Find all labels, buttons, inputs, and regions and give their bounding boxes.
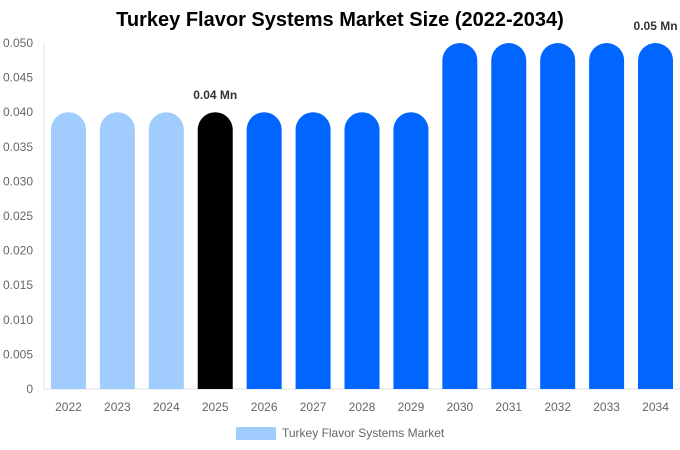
bar-2023[interactable] (99, 112, 135, 389)
x-tick-label: 2025 (202, 400, 229, 414)
data-label: 0.05 Mn (634, 19, 678, 33)
y-tick-label: 0.025 (3, 209, 33, 223)
legend-swatch[interactable] (236, 427, 276, 440)
bar-2032[interactable] (540, 43, 576, 389)
y-tick-label: 0.015 (3, 278, 33, 292)
x-tick-label: 2030 (446, 400, 473, 414)
bar-2028[interactable] (344, 112, 380, 389)
x-tick-label: 2028 (349, 400, 376, 414)
x-tick-label: 2032 (544, 400, 571, 414)
x-tick-label: 2034 (642, 400, 669, 414)
bar-2025[interactable] (197, 112, 233, 389)
y-tick-label: 0 (26, 382, 33, 396)
bar-2027[interactable] (295, 112, 331, 389)
bar-2022[interactable] (50, 112, 86, 389)
bar-2026[interactable] (246, 112, 282, 389)
x-tick-label: 2026 (251, 400, 278, 414)
y-tick-label: 0.010 (3, 313, 33, 327)
y-tick-label: 0.050 (3, 36, 33, 50)
x-tick-label: 2023 (104, 400, 131, 414)
y-tick-label: 0.005 (3, 347, 33, 361)
x-tick-label: 2029 (398, 400, 425, 414)
y-tick-label: 0.040 (3, 105, 33, 119)
chart-title: Turkey Flavor Systems Market Size (2022-… (116, 9, 564, 31)
y-tick-label: 0.045 (3, 71, 33, 85)
x-tick-label: 2033 (593, 400, 620, 414)
y-tick-label: 0.035 (3, 140, 33, 154)
data-label: 0.04 Mn (193, 88, 237, 102)
x-tick-label: 2027 (300, 400, 327, 414)
bar-2031[interactable] (491, 43, 527, 389)
x-tick-label: 2024 (153, 400, 180, 414)
bar-2034[interactable] (638, 43, 674, 389)
bar-2030[interactable] (442, 43, 478, 389)
bar-2024[interactable] (148, 112, 184, 389)
y-tick-label: 0.020 (3, 244, 33, 258)
x-tick-label: 2031 (495, 400, 522, 414)
bar-2029[interactable] (393, 112, 429, 389)
legend-label[interactable]: Turkey Flavor Systems Market (282, 426, 445, 440)
y-tick-label: 0.030 (3, 174, 33, 188)
bar-2033[interactable] (589, 43, 625, 389)
x-tick-label: 2022 (55, 400, 82, 414)
